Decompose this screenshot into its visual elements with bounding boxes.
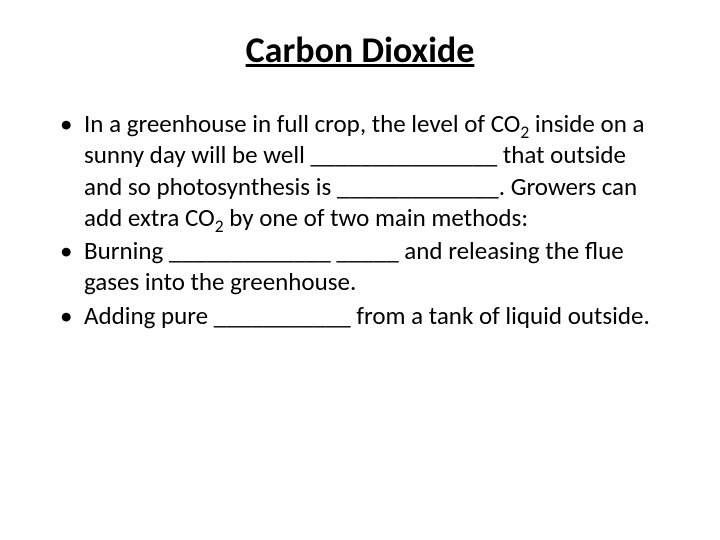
bullet-text: In a greenhouse in full crop, the level … [84, 108, 664, 233]
bullet-item: • Burning _____________ _____ and releas… [56, 235, 664, 298]
bullet-item: • Adding pure ___________ from a tank of… [56, 300, 664, 331]
text-segment: by one of two main methods: [224, 202, 528, 233]
bullet-text: Adding pure ___________ from a tank of l… [84, 300, 664, 331]
bullet-marker-icon: • [56, 235, 84, 298]
bullet-marker-icon: • [56, 300, 84, 331]
slide: Carbon Dioxide • In a greenhouse in full… [0, 0, 720, 540]
slide-content: • In a greenhouse in full crop, the leve… [56, 108, 664, 331]
bullet-marker-icon: • [56, 108, 84, 233]
text-segment: In a greenhouse in full crop, the level … [84, 108, 520, 139]
bullet-item: • In a greenhouse in full crop, the leve… [56, 108, 664, 233]
subscript: 2 [215, 215, 224, 237]
slide-title: Carbon Dioxide [56, 28, 664, 72]
bullet-text: Burning _____________ _____ and releasin… [84, 235, 664, 298]
